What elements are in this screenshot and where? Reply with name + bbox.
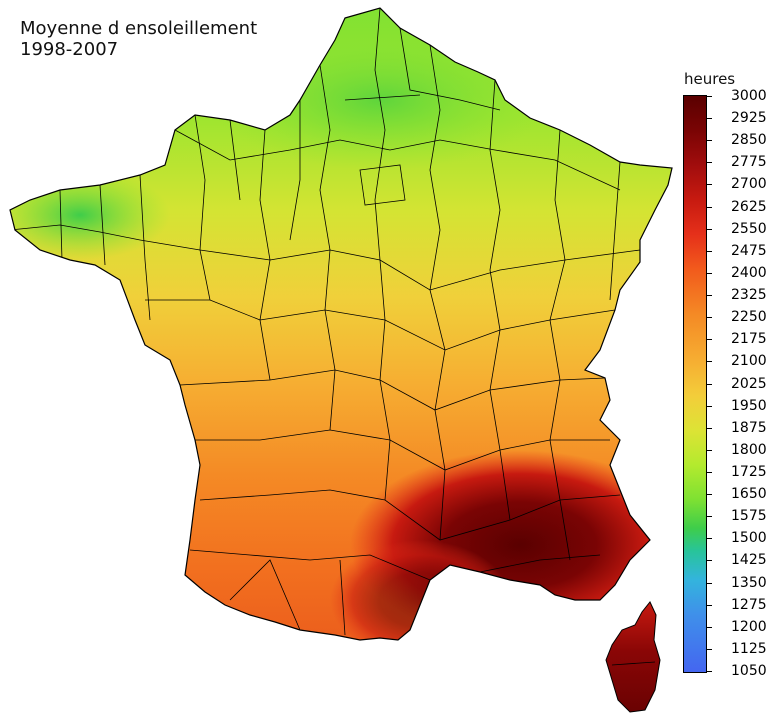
- colorbar-tick: [706, 140, 712, 142]
- colorbar-tick-label: 1650: [731, 486, 767, 503]
- colorbar-tick-label: 1500: [731, 530, 767, 547]
- colorbar-tick-label: 1875: [731, 419, 767, 436]
- corsica-department-border: [611, 661, 656, 666]
- colorbar-tick-label: 2250: [731, 309, 767, 326]
- colorbar-tick: [706, 516, 712, 518]
- colorbar-tick-label: 1050: [731, 663, 767, 679]
- colorbar-tick-label: 2400: [731, 264, 767, 281]
- colorbar-tick-label: 1575: [731, 508, 767, 525]
- colorbar-tick: [706, 295, 712, 297]
- colorbar-tick-label: 1200: [731, 618, 767, 635]
- colorbar-tick: [706, 250, 712, 252]
- colorbar-tick-label: 2325: [731, 287, 767, 304]
- colorbar-tick-label: 2100: [731, 353, 767, 370]
- colorbar-tick: [706, 162, 712, 164]
- colorbar-tick: [706, 317, 712, 319]
- colorbar-tick: [706, 560, 712, 562]
- colorbar-tick: [706, 494, 712, 496]
- colorbar-tick-label: 2625: [731, 198, 767, 215]
- colorbar-tick-label: 1275: [731, 596, 767, 613]
- colorbar-tick-label: 2025: [731, 375, 767, 392]
- colorbar-tick-label: 2850: [731, 132, 767, 149]
- colorbar-tick-label: 2175: [731, 331, 767, 348]
- colorbar-tick: [706, 648, 712, 650]
- colorbar-tick: [706, 118, 712, 120]
- colorbar: [683, 95, 707, 673]
- colorbar-tick: [706, 604, 712, 606]
- colorbar-tick-label: 2550: [731, 220, 767, 237]
- corsica: [605, 601, 661, 713]
- mainland-outline: [9, 7, 673, 641]
- colorbar-tick-label: 1950: [731, 397, 767, 414]
- colorbar-tick: [706, 184, 712, 186]
- mainland-sunshine-fill: [10, 8, 672, 640]
- legend-unit-label: heures: [684, 70, 736, 88]
- colorbar-tick: [706, 272, 712, 274]
- colorbar-tick-label: 1725: [731, 463, 767, 480]
- colorbar-tick: [706, 206, 712, 208]
- colorbar-tick: [706, 471, 712, 473]
- colorbar-tick: [706, 383, 712, 385]
- colorbar-tick: [706, 339, 712, 341]
- colorbar-tick: [706, 361, 712, 363]
- colorbar-tick: [706, 405, 712, 407]
- colorbar-tick-label: 2925: [731, 110, 767, 127]
- colorbar-tick-label: 2475: [731, 242, 767, 259]
- colorbar-tick-label: 1350: [731, 574, 767, 591]
- colorbar-tick-label: 1800: [731, 441, 767, 458]
- colorbar-tick: [706, 427, 712, 429]
- map-title: Moyenne d ensoleillement: [20, 18, 258, 39]
- colorbar-tick: [706, 538, 712, 540]
- colorbar-tick: [706, 671, 712, 672]
- colorbar-tick-label: 1425: [731, 552, 767, 569]
- colorbar-tick-label: 1125: [731, 640, 767, 657]
- map-subtitle-period: 1998-2007: [20, 39, 119, 60]
- colorbar-tick-label: 2700: [731, 176, 767, 193]
- colorbar-tick: [706, 626, 712, 628]
- colorbar-tick-label: 3000: [731, 88, 767, 104]
- colorbar-tick: [706, 582, 712, 584]
- colorbar-tick-label: 2775: [731, 154, 767, 171]
- colorbar-tick: [706, 449, 712, 451]
- colorbar-tick: [706, 96, 712, 97]
- department-borders: [10, 8, 641, 636]
- colorbar-tick: [706, 228, 712, 230]
